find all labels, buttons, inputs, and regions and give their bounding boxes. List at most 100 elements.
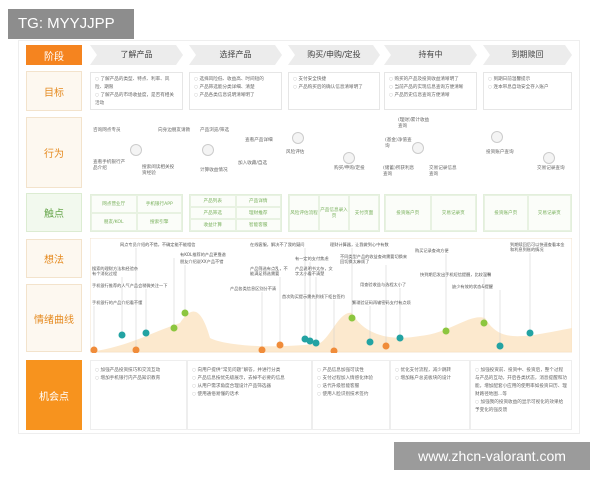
behavior-item: (储蓄)所获利息查询: [383, 166, 415, 177]
goal-box: 支付安全快捷产品购买后的确认信息清晰明了: [288, 72, 380, 110]
emotion-point-negative: [276, 341, 284, 349]
touchpoint: 网点营业厅: [91, 195, 137, 213]
emotion-point-neutral: [118, 331, 126, 339]
emotion-annotation: 快到期后发出手机短信提醒，比较温馨: [420, 272, 492, 277]
behavior-item: 计算收益情况: [200, 168, 228, 173]
emotion-annotation: 朋友介绍说XX产品不错: [180, 259, 224, 264]
emotion-annotation: 有KOL推荐的产品更靠谱: [180, 252, 226, 257]
emotion-point-negative: [330, 347, 338, 353]
row-label-goal: 目标: [26, 71, 82, 111]
emotion-annotation: 产品说明书太杂，文字太小看不清楚: [295, 266, 333, 276]
touchpoint: 智能客服: [235, 219, 281, 231]
opportunity-box: 产品信息加强可读性支付过程加入情感化体验迭代升级智能客服使用人脸识别技术签约: [312, 360, 390, 430]
touchpoint: 投资账户页: [385, 195, 431, 231]
emotion-point-neutral: [526, 329, 534, 337]
behavior-item: 查看手机银行产品介绍: [93, 160, 126, 171]
touchpoint: 交易记录页: [527, 195, 571, 231]
behavior-item: 风险评估: [286, 150, 305, 155]
umbrella-icon: [292, 132, 304, 144]
goal-item: 产品筛选能分类详细、清楚: [194, 84, 277, 92]
emotion-annotation: 用查验收益与选程太小了: [360, 282, 407, 287]
goal-item: 了解产品的类型、特点、利率、风险、期限: [95, 76, 178, 92]
row-label-touchpoint: 触点: [26, 193, 82, 232]
emotion-annotation: 产品筛选有点乱，不能满足筛选需要: [250, 266, 288, 276]
stage-4: 到期赎回: [483, 45, 572, 65]
emotion-annotation: 到期赎回后可以快速查看本金和利息到账的情况: [510, 242, 565, 252]
touchpoint-group: 风险评估流程 产品信息录入页 支付页面: [288, 194, 380, 232]
stage-2: 购买/申购/定投: [288, 45, 380, 65]
opportunity-item: 加强我的投资收益的显示可视化的效果给予变化的强反馈: [475, 399, 567, 415]
behavior-item: (基金)净值查询: [385, 138, 412, 149]
watermark: www.zhcn-valorant.com: [394, 442, 590, 470]
goal-item: 产品历史信息查询方便清晰: [389, 92, 472, 100]
emotion-point-positive: [480, 319, 488, 327]
image-tag: TG: MYYJJPP: [8, 9, 134, 39]
touchpoint: 产品详情: [235, 195, 281, 207]
emotion-point-neutral: [366, 338, 374, 346]
emotion-point-positive: [170, 324, 178, 332]
behavior-item: 投资账户查询: [486, 150, 514, 155]
opportunity-item: 产品信息按优先级展示，去掉不必要的信息: [192, 375, 307, 383]
behavior-item: 产品浏览/筛选: [200, 128, 230, 133]
stage-0: 了解产品: [90, 45, 183, 65]
emotion-annotation: 不同类型产品的收益查询需要切换来回切换太麻烦了: [340, 254, 408, 264]
opportunity-box: 加强产品投资技巧和交流互动增加手机银行内产品知识教育: [90, 360, 187, 430]
goal-item: 当前产品的实现信息查询方便清晰: [389, 84, 472, 92]
emotion-curve-panel: [90, 238, 572, 353]
touchpoint: 支付页面: [349, 195, 379, 231]
emotion-point-positive: [181, 309, 189, 317]
emotion-point-negative: [90, 346, 98, 353]
touchpoint: 交易记录页: [430, 195, 476, 231]
row-label-behavior: 行为: [26, 117, 82, 188]
touchpoint: 收益计算: [190, 219, 236, 231]
emotion-annotation: 购买记录查询方便: [415, 248, 449, 253]
touchpoint-group: 投资账户页 交易记录页: [483, 194, 572, 232]
goal-item: 产品各类信息说明清晰明了: [194, 92, 277, 100]
emotion-point-positive: [442, 327, 450, 335]
stage-3: 持有中: [384, 45, 477, 65]
emotion-area: [90, 311, 572, 352]
behavior-item: 向身边朋友请教: [158, 128, 191, 133]
touchpoint-group: 网点营业厅 手机银行APP 朋友/KOL 搜索引擎: [90, 194, 183, 232]
touchpoint: 搜索引擎: [136, 213, 182, 231]
emotion-annotation: 首次购买提示需先到线下柜台签约: [282, 294, 345, 299]
opportunity-item: 从用户需求角度合理设计产品筛选器: [192, 383, 307, 391]
emotion-annotation: 在线客服，解决不了我的疑问: [250, 242, 305, 247]
emotion-point-neutral: [306, 337, 314, 345]
goal-box: 选择风险低、收益高、时间短的产品筛选能分类详细、清楚产品各类信息说明清晰明了: [189, 72, 282, 110]
emotion-point-neutral: [312, 339, 320, 347]
goal-item: 选择风险低、收益高、时间短的: [194, 76, 277, 84]
opportunity-item: 加强产品投资技巧和交流互动: [95, 367, 182, 375]
touchpoint: 手机银行APP: [136, 195, 182, 213]
emotion-annotation: 理财计算器，让我做到心中有数: [330, 242, 389, 247]
goal-item: 连本带息自动安全存入账户: [488, 84, 567, 92]
opportunity-box: 向用户提供“常见问题”解答，并进行分类产品信息按优先级展示，去掉不必要的信息从用…: [187, 360, 312, 430]
touchpoint: 产品筛选: [190, 207, 236, 219]
touchpoint: 理财推荐: [235, 207, 281, 219]
row-label-thought: 想法: [26, 239, 82, 278]
emotion-point-neutral: [396, 334, 404, 342]
row-label-stage: 阶段: [26, 45, 82, 65]
emotion-point-positive: [348, 314, 356, 322]
opportunity-item: 产品信息加强可读性: [317, 367, 385, 375]
goal-item: 产品购买后的确认信息清晰明了: [293, 84, 375, 92]
emotion-point-negative: [132, 346, 140, 353]
emotion-point-neutral: [496, 342, 504, 350]
emotion-annotation: 有一定的支付焦虑: [295, 256, 329, 261]
emotion-point-negative: [382, 342, 390, 350]
opportunity-item: 使用人脸识别技术签约: [317, 391, 385, 399]
emotion-annotation: 搜索的理财方法和经验杂有个消化过程: [92, 266, 139, 276]
emotion-annotation: 手机银行推荐的人气产品会稍微关注一下: [92, 283, 168, 288]
row-label-opportunity: 机会点: [26, 360, 82, 430]
behavior-item: 搜索阅读相关投资经验: [142, 165, 175, 176]
touchpoint: 投资账户页: [484, 195, 528, 231]
goal-item: 购买的产品及投资收益清晰明了: [389, 76, 472, 84]
opportunity-item: 增加手机银行内产品知识教育: [95, 375, 182, 383]
behavior-item: (理财)累计收益查询: [398, 118, 430, 129]
touchpoint: 产品信息录入页: [319, 195, 349, 231]
emotion-annotation: 网点专员介绍的不错，不确定能不能相信: [120, 242, 196, 247]
emotion-annotation: 缺少有效的状态&提醒: [452, 284, 493, 289]
receipt-icon: [543, 152, 555, 164]
behavior-item: 购买/申购/定投: [334, 166, 365, 171]
opportunity-item: 支付过程加入情感化体验: [317, 375, 385, 383]
